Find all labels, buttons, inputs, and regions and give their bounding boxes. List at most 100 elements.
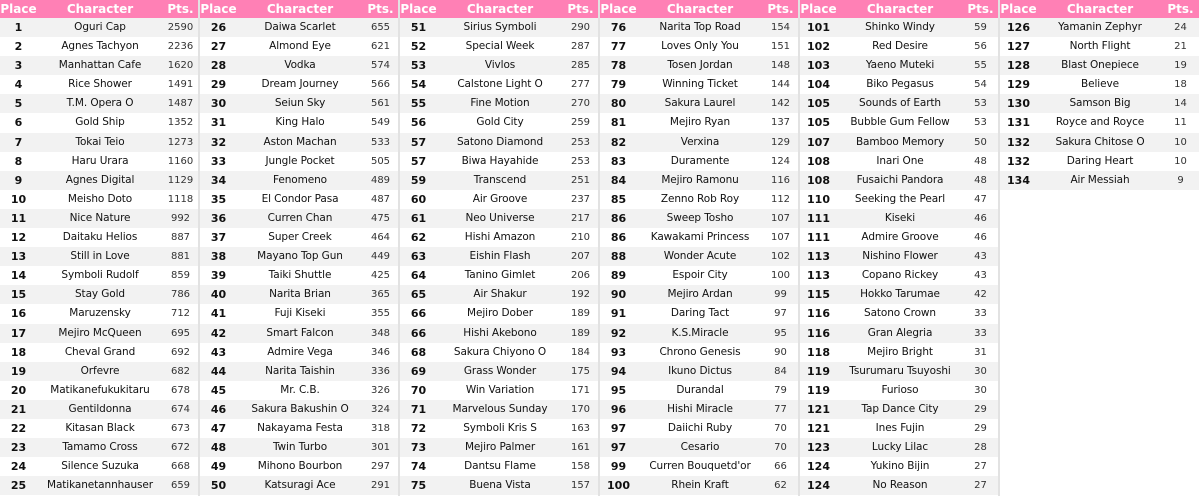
table-row: 86 Kawakami Princess 107 [600,228,798,247]
table-row: 119 Tsurumaru Tsuyoshi 30 [800,361,998,381]
character-cell: Sakura Laurel [664,97,736,110]
points-cell: 217 [570,212,591,224]
place-cell: 130 [1007,97,1030,111]
table-row: 42 Smart Falcon 348 [200,323,398,343]
place-cell: 89 [610,269,627,283]
points-cell: 116 [770,174,791,186]
table-row: 64 Tanino Gimlet 206 [400,266,598,285]
place-cell: 27 [210,40,227,54]
table-header: Place Character Pts. [800,0,998,18]
character-cell: Rice Shower [68,78,132,91]
points-cell: 144 [770,79,791,91]
header-points: Pts. [567,2,594,16]
place-cell: 35 [210,192,227,206]
header-place: Place [0,2,37,16]
place-cell: 22 [10,421,27,435]
table-header: Place Character Pts. [0,0,198,18]
character-cell: Agnes Tachyon [61,40,139,53]
points-cell: 84 [774,365,787,377]
place-cell: 108 [807,173,830,187]
place-cell: 41 [210,307,227,321]
character-cell: Kawakami Princess [650,231,750,244]
character-cell: Win Variation [465,383,535,396]
place-cell: 81 [610,116,627,130]
table-row: 85 Zenno Rob Roy 112 [600,190,798,209]
header-points: Pts. [967,2,994,16]
table-row: 81 Mejiro Ryan 137 [600,113,798,132]
points-cell: 887 [170,232,191,244]
character-cell: Zenno Rob Roy [660,192,740,205]
points-cell: 318 [370,422,391,434]
character-cell: Curren Chan [267,211,333,224]
character-cell: Fusaichi Pandora [856,173,944,186]
table-row: 94 Ikuno Dictus 84 [600,361,798,381]
character-cell: Air Messiah [1070,173,1130,186]
character-cell: Yukino Bijin [870,460,930,473]
character-cell: Symboli Kris S [463,421,537,434]
table-row: 75 Buena Vista 157 [400,476,598,496]
points-cell: 253 [570,136,591,148]
points-cell: 348 [370,327,391,339]
points-cell: 237 [570,193,591,205]
points-cell: 1487 [167,98,194,110]
place-cell: 13 [10,250,27,264]
points-cell: 2236 [167,41,194,53]
points-cell: 46 [974,212,987,224]
character-cell: Red Desire [872,40,928,53]
table-row: 103 Yaeno Muteki 55 [800,56,998,76]
character-cell: Yaeno Muteki [865,59,935,72]
table-row: 40 Narita Brian 365 [200,285,398,305]
place-cell: 5 [14,97,23,111]
ranking-column-group: Place Character Pts. 1 Oguri Cap 2590 2 Agnes T… [0,0,200,496]
table-header: Place Character Pts. [200,0,398,18]
points-cell: 184 [570,346,591,358]
points-cell: 1160 [167,155,194,167]
points-cell: 259 [570,117,591,129]
table-row: 52 Special Week 287 [400,37,598,56]
place-cell: 70 [410,383,427,397]
place-cell: 56 [410,116,427,130]
character-cell: Copano Rickey [861,269,939,282]
points-cell: 1620 [167,60,194,72]
character-cell: Biko Pegasus [866,78,934,91]
points-cell: 27 [974,461,987,473]
character-cell: Agnes Digital [65,173,135,186]
table-row: 102 Red Desire 56 [800,37,998,56]
table-row: 12 Daitaku Helios 887 [0,228,198,247]
place-cell: 134 [1007,173,1030,187]
table-row: 15 Stay Gold 786 [0,285,198,305]
place-cell: 51 [410,21,427,34]
character-cell: Orfevre [80,364,120,377]
points-cell: 24 [1174,22,1187,33]
table-row [1000,247,1199,267]
character-cell: Dantsu Flame [464,460,536,473]
character-cell: Tap Dance City [861,402,939,415]
character-cell: Jungle Pocket [265,154,335,167]
place-cell: 30 [210,97,227,111]
character-cell: Gran Alegria [867,326,933,339]
place-cell: 57 [410,154,427,168]
character-cell: Buena Vista [469,479,531,492]
table-row: 39 Taiki Shuttle 425 [200,266,398,285]
character-cell: Sounds of Earth [859,97,941,110]
points-cell: 1118 [167,193,194,205]
table-row: 113 Nishino Flower 43 [800,247,998,267]
character-cell: Bamboo Memory [855,135,945,148]
place-cell: 29 [210,78,227,92]
header-character: Character [666,2,734,16]
table-row [1000,266,1199,286]
points-cell: 621 [370,41,391,53]
place-cell: 14 [10,269,27,283]
table-row: 47 Nakayama Festa 318 [200,419,398,438]
character-cell: Mejiro Ramonu [661,173,739,186]
table-row [1000,380,1199,400]
table-row: 104 Biko Pegasus 54 [800,75,998,94]
place-cell: 33 [210,154,227,168]
points-cell: 170 [570,403,591,415]
table-row: 48 Twin Turbo 301 [200,438,398,458]
points-cell: 1352 [167,117,194,129]
points-cell: 1491 [167,79,194,91]
header-points: Pts. [367,2,394,16]
place-cell: 49 [210,460,227,474]
character-cell: Marvelous Sunday [452,402,548,415]
